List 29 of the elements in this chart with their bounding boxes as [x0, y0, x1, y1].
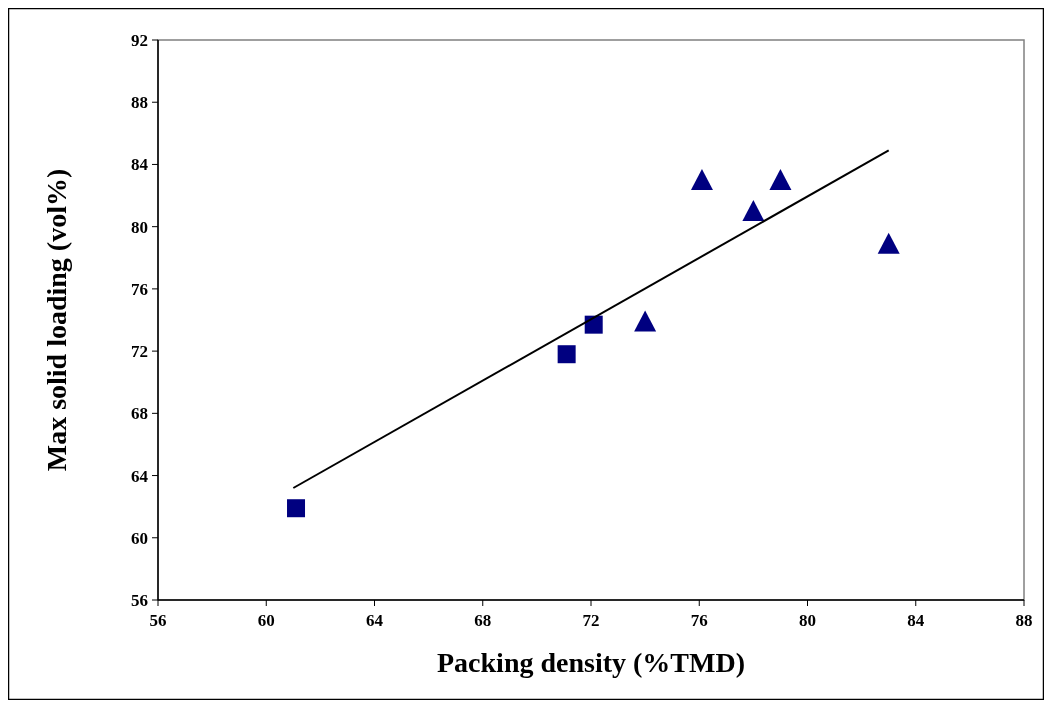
x-tick-label: 60 — [257, 611, 275, 630]
y-axis-title: Max solid loading (vol%) — [41, 168, 72, 472]
point — [877, 232, 900, 254]
x-tick-label: 72 — [582, 611, 600, 630]
y-tick-label: 92 — [131, 30, 148, 50]
x-axis-title: Packing density (%TMD) — [437, 647, 745, 678]
point — [634, 310, 657, 332]
y-tick-label: 84 — [131, 155, 149, 175]
point — [690, 169, 713, 190]
point — [557, 345, 576, 364]
x-tick-label: 76 — [690, 611, 708, 630]
y-tick-label: 68 — [131, 404, 148, 424]
x-tick-label: 68 — [474, 611, 492, 630]
y-tick-label: 56 — [131, 590, 148, 610]
y-tick-label: 76 — [131, 279, 148, 299]
point — [742, 200, 765, 222]
point — [584, 315, 603, 334]
y-tick-label: 80 — [131, 217, 148, 237]
y-tick-label: 60 — [131, 528, 148, 548]
x-tick-label: 80 — [799, 611, 816, 630]
point — [769, 169, 792, 190]
x-tick-label: 88 — [1015, 611, 1033, 630]
y-tick-label: 64 — [131, 466, 149, 486]
x-tick-label: 56 — [149, 611, 167, 630]
x-tick-label: 84 — [907, 611, 925, 630]
x-tick-label: 64 — [366, 611, 384, 630]
point — [287, 499, 306, 518]
y-tick-label: 72 — [131, 342, 148, 362]
y-tick-label: 88 — [131, 93, 148, 113]
